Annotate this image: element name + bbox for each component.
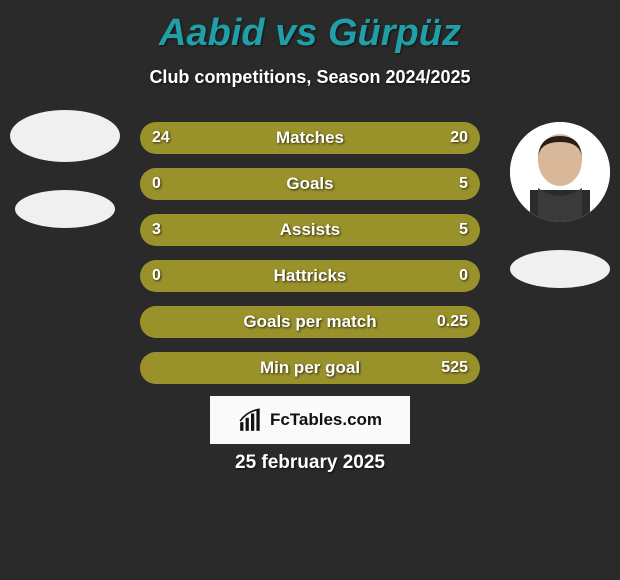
stat-row: Matches24 20 xyxy=(140,122,480,154)
club-placeholder-icon xyxy=(15,190,115,228)
stat-row: Hattricks0 0 xyxy=(140,260,480,292)
stats-bars: Matches2420Goals05Assists35Hattricks00Go… xyxy=(140,122,480,384)
logo-text: FcTables.com xyxy=(270,410,382,430)
stat-label: Assists xyxy=(140,220,480,240)
generated-date: 25 february 2025 xyxy=(0,452,620,474)
comparison-card: Aabid vs Gürpüz Club competitions, Seaso… xyxy=(0,0,620,580)
right-player-avatar-col xyxy=(510,122,610,288)
player-photo-icon xyxy=(510,122,610,222)
stat-value-left: 24 xyxy=(152,129,170,147)
stat-value-right: 5 xyxy=(459,175,468,193)
stat-label: Matches xyxy=(140,128,480,148)
stat-value-left: 3 xyxy=(152,221,161,239)
stat-label: Min per goal xyxy=(140,358,480,378)
stat-value-right: 0 xyxy=(459,267,468,285)
stat-label: Goals per match xyxy=(140,312,480,332)
stat-value-right: 0.25 xyxy=(437,313,468,331)
avatar-placeholder-icon xyxy=(10,110,120,162)
stat-value-right: 5 xyxy=(459,221,468,239)
bars-chart-icon xyxy=(238,407,264,433)
stat-value-right: 20 xyxy=(450,129,468,147)
stat-row: Assists3 5 xyxy=(140,214,480,246)
stat-value-right: 525 xyxy=(441,359,468,377)
title-block: Aabid vs Gürpüz xyxy=(0,0,620,55)
fctables-logo: FcTables.com xyxy=(210,396,410,444)
stat-value-left: 0 xyxy=(152,175,161,193)
person-silhouette-icon xyxy=(510,122,610,222)
stat-row: Goals per match0.25 xyxy=(140,306,480,338)
left-player-avatar-col xyxy=(10,110,120,228)
stat-row: Goals0 5 xyxy=(140,168,480,200)
page-title: Aabid vs Gürpüz xyxy=(0,12,620,55)
subtitle: Club competitions, Season 2024/2025 xyxy=(0,67,620,88)
club-placeholder-icon xyxy=(510,250,610,288)
stat-label: Goals xyxy=(140,174,480,194)
stat-row: Min per goal525 xyxy=(140,352,480,384)
stat-value-left: 0 xyxy=(152,267,161,285)
stat-label: Hattricks xyxy=(140,266,480,286)
